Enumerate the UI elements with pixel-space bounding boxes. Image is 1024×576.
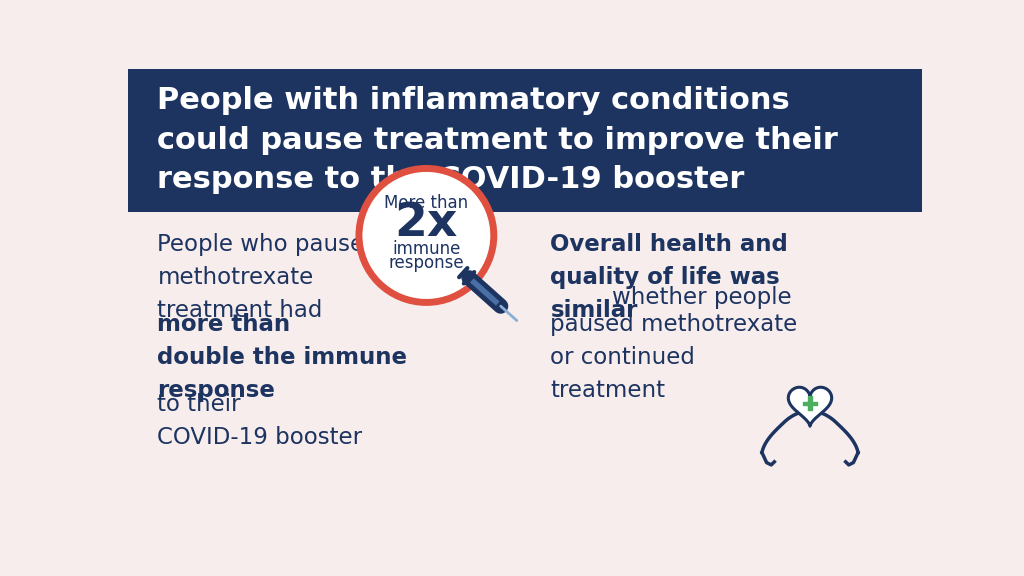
Polygon shape bbox=[788, 387, 831, 426]
Text: 2x: 2x bbox=[394, 200, 458, 245]
Text: whether people: whether people bbox=[612, 286, 792, 309]
FancyBboxPatch shape bbox=[128, 69, 922, 513]
Text: more than
double the immune
response: more than double the immune response bbox=[158, 313, 408, 401]
Circle shape bbox=[362, 172, 489, 298]
Text: People who paused
methotrexate
treatment had: People who paused methotrexate treatment… bbox=[158, 233, 379, 322]
FancyBboxPatch shape bbox=[128, 69, 922, 211]
Circle shape bbox=[359, 168, 494, 302]
Text: immune: immune bbox=[392, 240, 461, 258]
Text: response: response bbox=[388, 254, 464, 272]
Text: People with inflammatory conditions
could pause treatment to improve their
respo: People with inflammatory conditions coul… bbox=[158, 86, 839, 194]
Text: to their
COVID-19 booster: to their COVID-19 booster bbox=[158, 393, 362, 449]
Text: Overall health and
quality of life was
similar: Overall health and quality of life was s… bbox=[550, 233, 788, 322]
Text: paused methotrexate
or continued
treatment: paused methotrexate or continued treatme… bbox=[550, 313, 798, 401]
Text: More than: More than bbox=[384, 194, 468, 212]
